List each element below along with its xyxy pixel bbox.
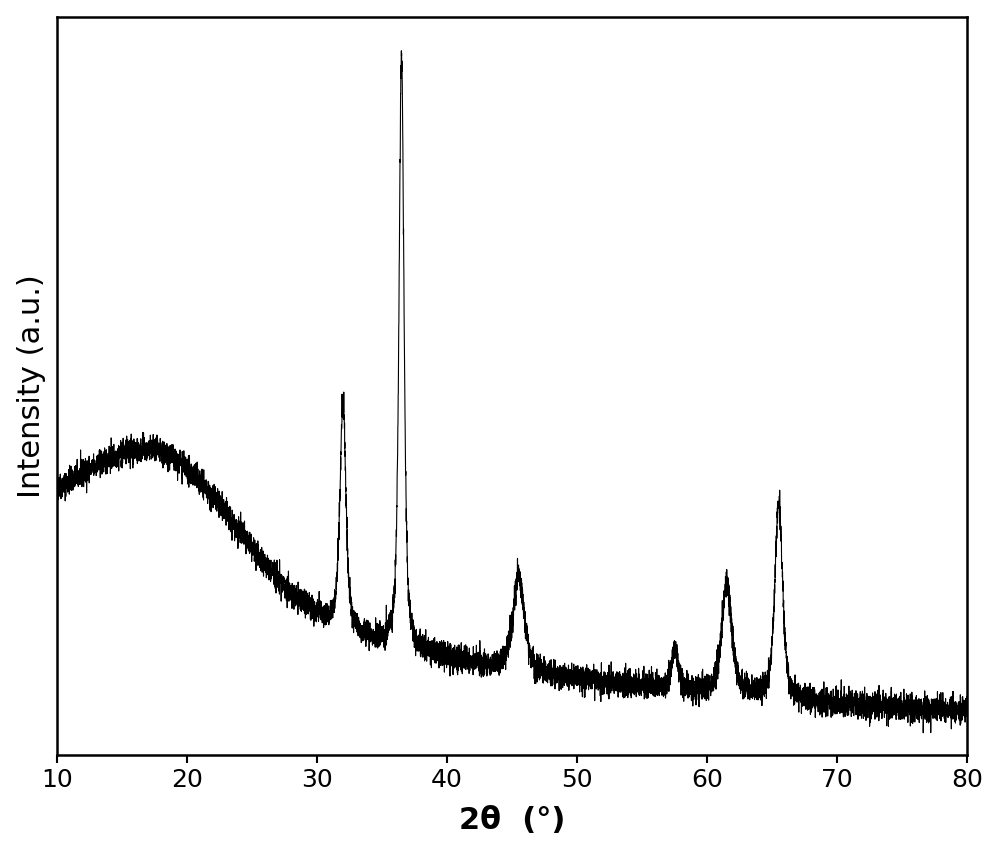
Y-axis label: Intensity (a.u.): Intensity (a.u.) — [17, 274, 46, 498]
X-axis label: 2θ  (°): 2θ (°) — [459, 806, 565, 835]
